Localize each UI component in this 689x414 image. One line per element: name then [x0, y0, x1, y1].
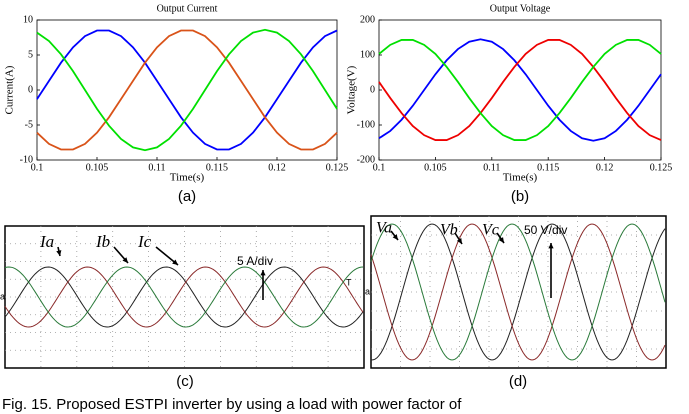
- figure-svg: Output CurrentTime(s)Current(A)(a)0.10.1…: [0, 0, 689, 414]
- annotation: (c): [176, 373, 194, 390]
- y-tick-label: 0: [370, 84, 375, 95]
- y-tick-label: -10: [20, 154, 33, 165]
- x-tick-label: 0.12: [268, 162, 286, 173]
- y-tick-label: -100: [357, 119, 375, 130]
- x-axis-label: Time(s): [170, 172, 205, 184]
- x-tick-label: 0.105: [424, 162, 447, 173]
- y-tick-label: 200: [360, 14, 375, 25]
- x-tick-label: 0.125: [326, 162, 349, 173]
- y-tick-label: -5: [25, 119, 33, 130]
- annotation: a: [0, 291, 5, 301]
- figure: Output CurrentTime(s)Current(A)(a)0.10.1…: [0, 0, 689, 414]
- x-tick-label: 0.115: [206, 162, 228, 173]
- annotation: 50 V/div: [524, 223, 567, 237]
- annotation: Fig. 15. Proposed ESTPI inverter by usin…: [2, 396, 462, 413]
- annotation: T: [346, 277, 352, 287]
- x-tick-label: 0.105: [86, 162, 109, 173]
- annotation: Ia: [39, 232, 54, 251]
- plot-area: [379, 20, 661, 160]
- annotation: Va: [376, 220, 392, 237]
- plot-area: [37, 20, 337, 160]
- x-tick-label: 0.115: [537, 162, 559, 173]
- y-tick-label: 100: [360, 49, 375, 60]
- annotation: Ib: [95, 232, 110, 251]
- annotation: Vb: [440, 222, 458, 239]
- y-axis-label: Current(A): [4, 65, 16, 114]
- x-tick-label: 0.11: [148, 162, 165, 173]
- x-axis-label: Time(s): [503, 172, 538, 184]
- chart-title: Output Current: [157, 3, 218, 14]
- x-tick-label: 0.12: [596, 162, 614, 173]
- chart-title: Output Voltage: [490, 3, 551, 14]
- annotation: Ic: [137, 232, 152, 251]
- annotation: (d): [509, 373, 527, 390]
- y-tick-label: -200: [357, 154, 375, 165]
- y-tick-label: 10: [23, 14, 33, 25]
- x-tick-label: 0.125: [650, 162, 673, 173]
- annotation: 5 A/div: [237, 254, 273, 268]
- x-tick-label: 0.11: [483, 162, 500, 173]
- annotation: a: [365, 286, 370, 296]
- panel-label: (b): [511, 188, 529, 205]
- y-tick-label: 5: [28, 49, 33, 60]
- annotation: Vc: [482, 222, 499, 239]
- panel-label: (a): [178, 188, 196, 205]
- y-axis-label: Voltage(V): [346, 65, 358, 114]
- y-tick-label: 0: [28, 84, 33, 95]
